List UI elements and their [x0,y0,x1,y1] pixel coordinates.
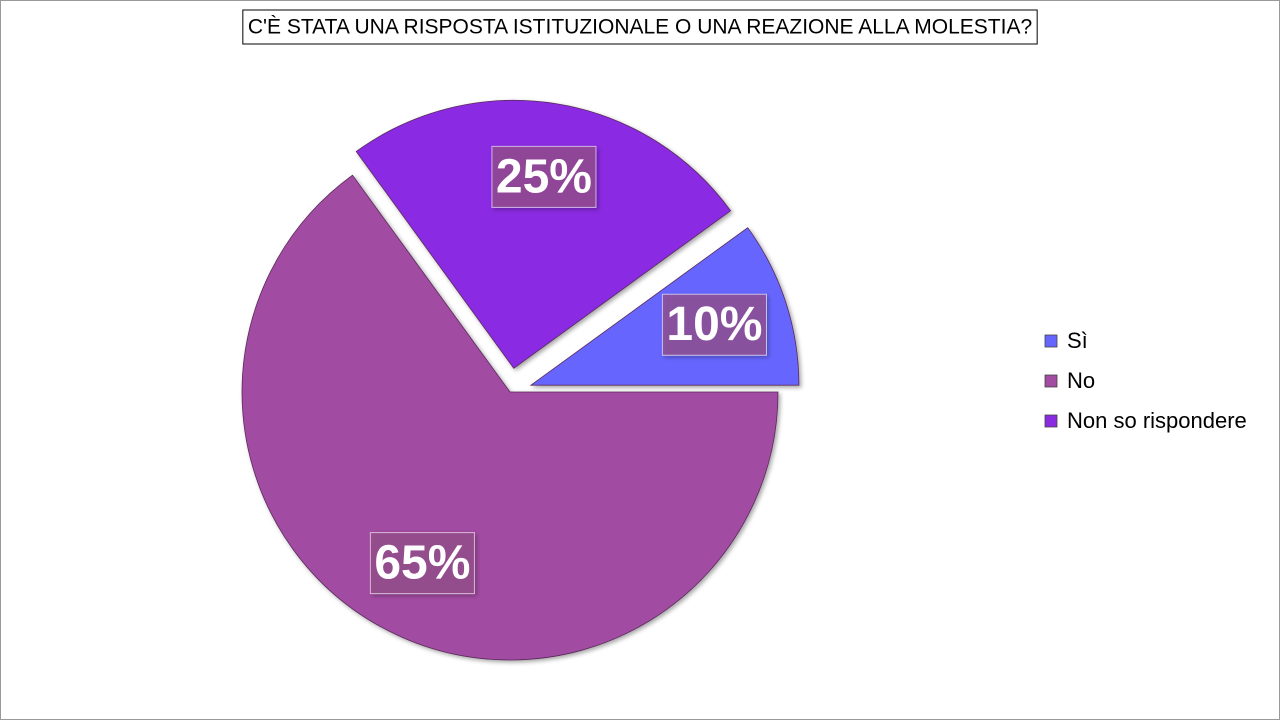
value-label-box [369,532,475,595]
legend-label: Sì [1067,328,1088,353]
value-label: 25% [496,150,592,203]
value-label-box [661,293,767,356]
pie-slice [355,99,732,369]
value-label: 10% [666,298,762,351]
chart-title: C'È STATA UNA RISPOSTA ISTITUZIONALE O U… [248,16,1032,39]
legend-label: Non so rispondere [1067,408,1247,433]
legend-swatch [1044,334,1058,348]
title-box [242,9,1038,45]
value-label-box [491,145,597,208]
legend-label: No [1067,368,1095,393]
value-label: 65% [374,537,470,590]
legend-swatch [1044,374,1058,388]
legend-swatch [1044,414,1058,428]
